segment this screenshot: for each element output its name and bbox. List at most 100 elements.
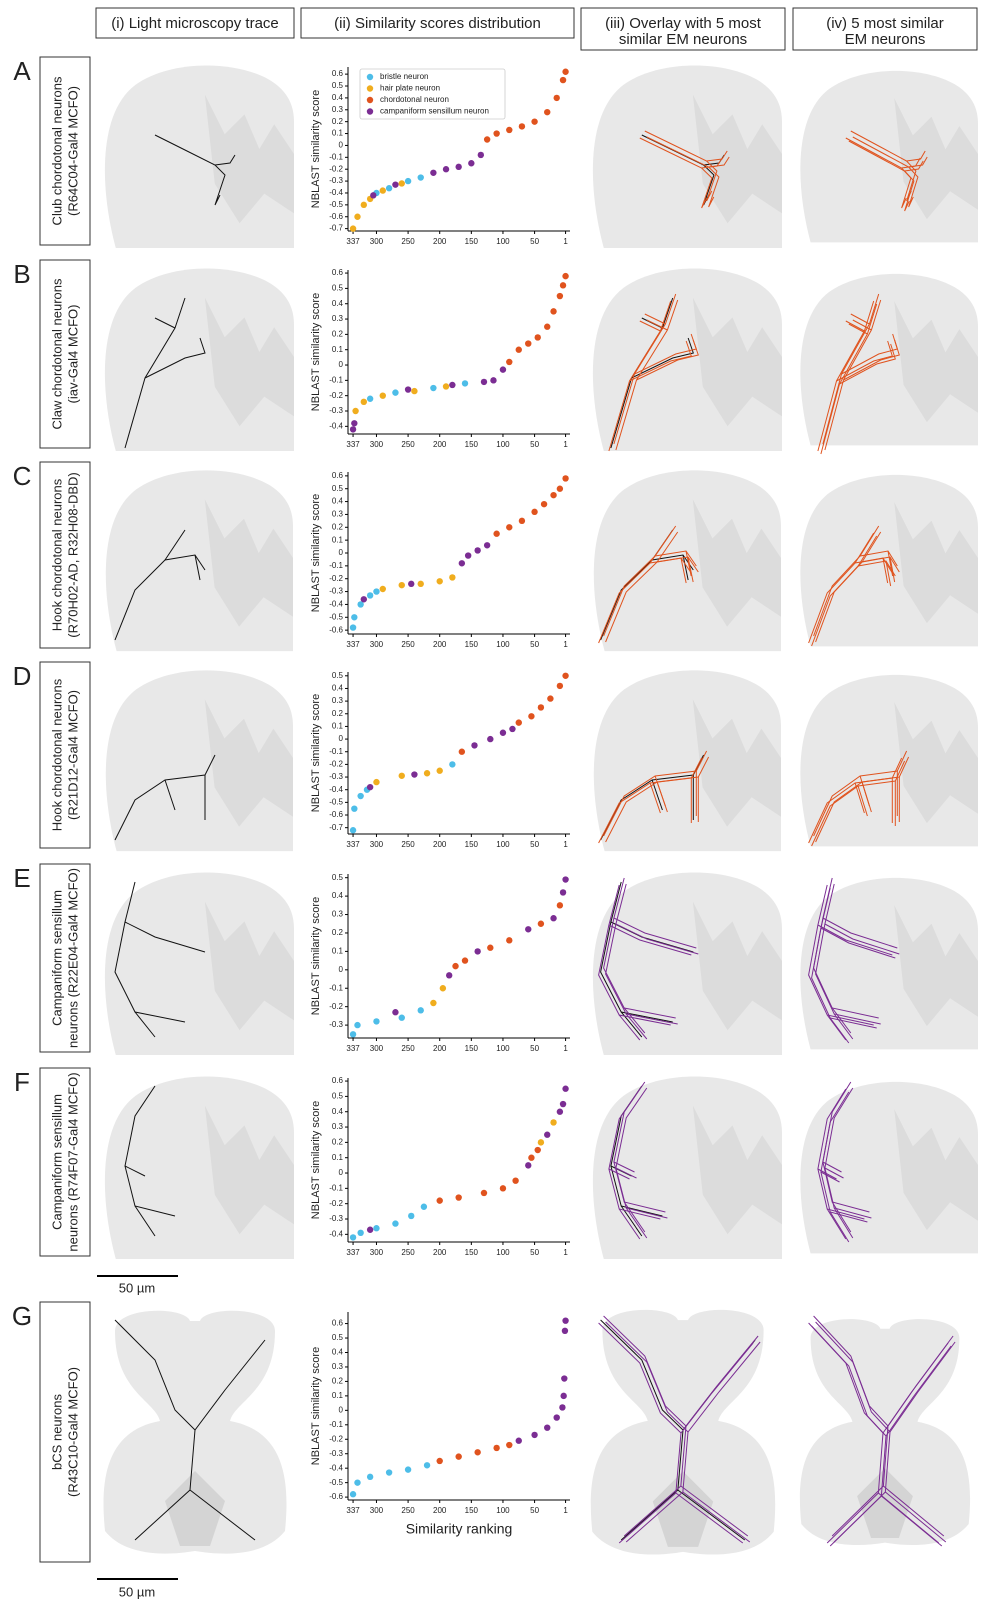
x-tick-label: 50 bbox=[530, 237, 539, 246]
y-tick-label: 0.5 bbox=[332, 873, 344, 882]
neuron-panel bbox=[103, 1310, 287, 1554]
neuron-trace bbox=[857, 785, 868, 817]
neuron-trace bbox=[603, 1315, 759, 1427]
data-point bbox=[499, 366, 507, 373]
data-point bbox=[351, 420, 358, 427]
y-tick-label: 0.5 bbox=[332, 284, 344, 293]
neuron-trace bbox=[615, 923, 699, 955]
neuron-trace bbox=[625, 1431, 689, 1543]
x-tick-label: 200 bbox=[433, 1506, 447, 1515]
data-point bbox=[531, 1431, 538, 1439]
neuron-trace bbox=[811, 887, 877, 1029]
neuron-trace bbox=[114, 881, 186, 1023]
neuron-trace bbox=[680, 1485, 749, 1537]
y-tick-label: 0.4 bbox=[332, 497, 344, 506]
x-tick-label: 300 bbox=[370, 640, 384, 649]
neuron-trace bbox=[883, 1485, 945, 1537]
data-point bbox=[366, 1226, 374, 1233]
y-tick-label: 0.2 bbox=[332, 709, 344, 718]
data-point bbox=[411, 387, 418, 395]
neuron-trace bbox=[605, 883, 678, 1025]
data-point bbox=[474, 1449, 481, 1456]
neuron-panel bbox=[590, 1309, 776, 1555]
row-label: Campaniform sensillum bbox=[49, 1094, 64, 1230]
x-tick-label: 300 bbox=[370, 1248, 384, 1257]
y-tick-label: 0 bbox=[339, 734, 344, 743]
y-tick-label: -0.1 bbox=[329, 375, 343, 384]
neuron-trace bbox=[820, 927, 896, 959]
data-point bbox=[550, 1119, 557, 1126]
data-point bbox=[408, 580, 415, 588]
data-point bbox=[562, 876, 569, 883]
neuron-trace bbox=[811, 760, 906, 847]
x-tick-label: 250 bbox=[401, 1248, 415, 1257]
neuron-panel bbox=[104, 65, 294, 249]
neuron-trace bbox=[625, 1207, 648, 1239]
data-point bbox=[449, 761, 456, 768]
neuron-trace bbox=[603, 877, 676, 1019]
neuron-trace bbox=[824, 923, 900, 955]
data-point bbox=[455, 1453, 462, 1460]
data-point bbox=[544, 1131, 551, 1138]
data-point bbox=[550, 915, 557, 922]
data-point bbox=[531, 508, 538, 516]
brain-outline bbox=[104, 872, 294, 1056]
x-tick-label: 1 bbox=[563, 1506, 568, 1515]
x-tick-label: 50 bbox=[530, 640, 539, 649]
y-tick-label: 0.6 bbox=[332, 268, 344, 277]
data-point bbox=[560, 1392, 567, 1400]
data-point bbox=[464, 552, 472, 559]
row-label-box bbox=[39, 56, 91, 246]
neuron-trace bbox=[815, 756, 910, 843]
data-point bbox=[562, 475, 569, 482]
y-tick-label: 0.3 bbox=[332, 696, 344, 705]
data-point bbox=[562, 1085, 569, 1092]
data-point bbox=[352, 407, 359, 415]
row-label: Hook chordotonal neurons bbox=[49, 478, 64, 631]
x-tick-label: 300 bbox=[370, 1044, 384, 1053]
data-point bbox=[493, 130, 500, 137]
data-point bbox=[544, 108, 551, 116]
x-tick-label: 337 bbox=[346, 1248, 360, 1257]
neuron-trace bbox=[651, 779, 663, 811]
x-tick-label: 150 bbox=[465, 1044, 479, 1053]
y-tick-label: 0.5 bbox=[332, 671, 344, 680]
row-label-box bbox=[39, 259, 91, 449]
data-point bbox=[392, 181, 399, 188]
data-point bbox=[354, 1021, 361, 1029]
x-axis-label: Similarity ranking bbox=[406, 1521, 513, 1537]
x-tick-label: 250 bbox=[401, 237, 415, 246]
row-label-box bbox=[39, 863, 91, 1053]
data-point bbox=[561, 1375, 568, 1382]
neuron-panel bbox=[592, 268, 782, 452]
y-tick-label: -0.4 bbox=[329, 421, 343, 430]
data-point bbox=[544, 1424, 551, 1431]
neuron-trace bbox=[682, 1491, 751, 1543]
neuron-trace bbox=[623, 1425, 687, 1537]
neuron-panel bbox=[592, 65, 782, 249]
data-point bbox=[449, 574, 456, 581]
y-axis-label: NBLAST similarity score bbox=[310, 897, 322, 1015]
neuron-trace bbox=[114, 1319, 266, 1431]
neuron-panel bbox=[800, 474, 978, 647]
neuron-trace bbox=[857, 535, 878, 567]
y-tick-label: -0.6 bbox=[329, 1492, 343, 1501]
x-tick-label: 250 bbox=[401, 840, 415, 849]
x-tick-label: 250 bbox=[401, 640, 415, 649]
data-point bbox=[477, 151, 485, 159]
data-point bbox=[509, 725, 516, 733]
neuron-trace bbox=[850, 313, 870, 325]
y-tick-label: 0.1 bbox=[332, 129, 344, 138]
data-point bbox=[354, 213, 361, 220]
row-label: (R43C10-Gal4 MCFO) bbox=[65, 1367, 80, 1497]
data-point bbox=[537, 920, 545, 927]
neuron-trace bbox=[675, 1492, 744, 1544]
neuron-trace bbox=[813, 550, 898, 637]
data-point bbox=[483, 136, 491, 143]
row-label-box bbox=[39, 461, 91, 649]
data-point bbox=[544, 323, 551, 330]
data-point bbox=[559, 1100, 567, 1108]
neuron-trace bbox=[134, 1205, 156, 1237]
brain-outline bbox=[799, 1319, 971, 1546]
neuron-trace bbox=[852, 319, 872, 331]
